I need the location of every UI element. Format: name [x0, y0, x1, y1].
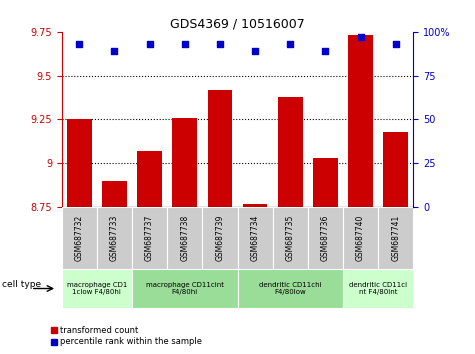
Bar: [62, 269, 132, 308]
Bar: [167, 207, 202, 269]
Text: dendritic CD11chi
F4/80low: dendritic CD11chi F4/80low: [259, 282, 322, 295]
Bar: [132, 269, 238, 308]
Text: macrophage CD1
1clow F4/80hi: macrophage CD1 1clow F4/80hi: [66, 282, 127, 295]
Bar: [137, 151, 162, 207]
Point: [146, 41, 153, 47]
Bar: [202, 207, 238, 269]
Text: GSM687737: GSM687737: [145, 215, 154, 261]
Point: [392, 41, 399, 47]
Bar: [132, 207, 167, 269]
Bar: [62, 207, 97, 269]
Bar: [238, 207, 273, 269]
Text: GSM687740: GSM687740: [356, 215, 365, 261]
Bar: [383, 132, 408, 207]
Point: [76, 41, 83, 47]
Point: [216, 41, 224, 47]
Text: dendritic CD11ci
nt F4/80int: dendritic CD11ci nt F4/80int: [349, 282, 407, 295]
Text: GSM687732: GSM687732: [75, 215, 84, 261]
Point: [322, 48, 329, 54]
Bar: [348, 35, 373, 207]
Bar: [102, 181, 127, 207]
Bar: [278, 97, 303, 207]
Bar: [67, 119, 92, 207]
Text: GSM687733: GSM687733: [110, 215, 119, 261]
Bar: [313, 158, 338, 207]
Bar: [308, 207, 343, 269]
Text: cell type: cell type: [2, 280, 41, 290]
Bar: [172, 118, 197, 207]
Legend: transformed count, percentile rank within the sample: transformed count, percentile rank withi…: [47, 322, 206, 350]
Bar: [97, 207, 132, 269]
Bar: [343, 269, 413, 308]
Bar: [378, 207, 413, 269]
Point: [286, 41, 294, 47]
Text: GSM687739: GSM687739: [216, 215, 224, 261]
Point: [251, 48, 259, 54]
Point: [357, 34, 364, 40]
Text: GSM687735: GSM687735: [286, 215, 294, 261]
Bar: [343, 207, 378, 269]
Title: GDS4369 / 10516007: GDS4369 / 10516007: [170, 18, 305, 31]
Bar: [238, 269, 343, 308]
Text: GSM687736: GSM687736: [321, 215, 330, 261]
Bar: [273, 207, 308, 269]
Point: [111, 48, 118, 54]
Text: GSM687738: GSM687738: [180, 215, 189, 261]
Bar: [208, 90, 232, 207]
Text: GSM687734: GSM687734: [251, 215, 259, 261]
Text: GSM687741: GSM687741: [391, 215, 400, 261]
Text: macrophage CD11cint
F4/80hi: macrophage CD11cint F4/80hi: [146, 282, 224, 295]
Point: [181, 41, 189, 47]
Bar: [243, 204, 267, 207]
